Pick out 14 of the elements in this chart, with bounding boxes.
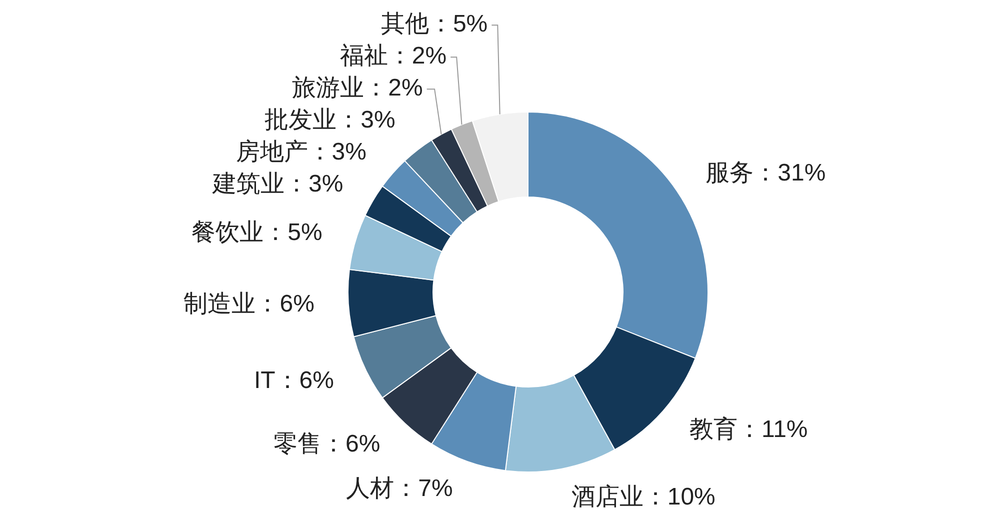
slice-label: 批发业：3% (264, 106, 396, 134)
slice-label: 房地产：3% (236, 138, 366, 166)
slice-label: 酒店业：10% (571, 484, 716, 511)
slice-label: 人材：7% (346, 474, 453, 502)
slice-label: 餐饮业：5% (192, 218, 322, 246)
slice-label: IT：6% (254, 366, 334, 394)
slice-label: 服务：31% (706, 159, 826, 186)
slice-label: 教育：11% (690, 416, 808, 444)
slice-label: 零售：6% (274, 430, 380, 458)
slice-label: 建筑业：3% (212, 170, 344, 198)
slice-label: 其他：5% (380, 10, 488, 38)
slice-label: 福祉：2% (340, 42, 447, 70)
slice-label: 制造业：6% (184, 290, 314, 318)
slice-label: 旅游业：2% (292, 74, 423, 102)
